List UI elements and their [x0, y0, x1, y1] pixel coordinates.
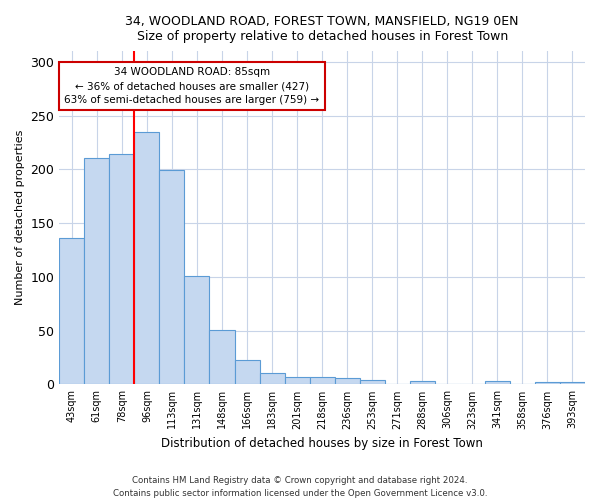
Bar — [284, 377, 310, 384]
Y-axis label: Number of detached properties: Number of detached properties — [15, 130, 25, 306]
Bar — [160, 170, 184, 384]
Bar — [59, 238, 85, 384]
Bar — [335, 378, 359, 384]
X-axis label: Distribution of detached houses by size in Forest Town: Distribution of detached houses by size … — [161, 437, 483, 450]
Bar — [359, 380, 385, 384]
Bar — [310, 377, 335, 384]
Bar — [485, 381, 510, 384]
Text: Contains HM Land Registry data © Crown copyright and database right 2024.
Contai: Contains HM Land Registry data © Crown c… — [113, 476, 487, 498]
Title: 34, WOODLAND ROAD, FOREST TOWN, MANSFIELD, NG19 0EN
Size of property relative to: 34, WOODLAND ROAD, FOREST TOWN, MANSFIEL… — [125, 15, 519, 43]
Bar — [134, 132, 160, 384]
Bar — [109, 154, 134, 384]
Bar — [184, 276, 209, 384]
Bar — [85, 158, 109, 384]
Bar — [535, 382, 560, 384]
Bar — [560, 382, 585, 384]
Bar — [260, 372, 284, 384]
Bar — [209, 330, 235, 384]
Bar — [410, 381, 435, 384]
Text: 34 WOODLAND ROAD: 85sqm
← 36% of detached houses are smaller (427)
63% of semi-d: 34 WOODLAND ROAD: 85sqm ← 36% of detache… — [64, 67, 320, 105]
Bar — [235, 360, 260, 384]
